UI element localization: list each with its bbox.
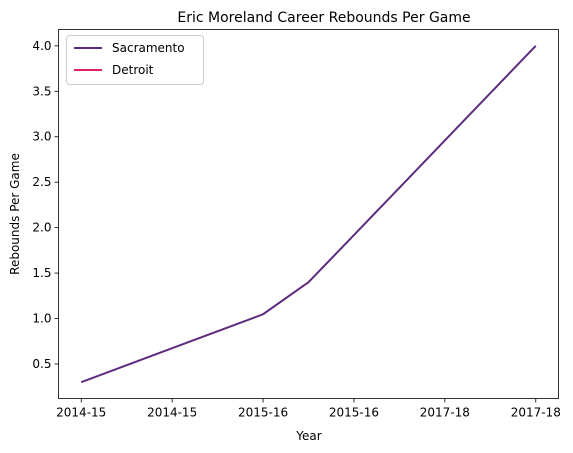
x-tick-label: 2014-15: [56, 406, 106, 420]
y-tick-label: 2.5: [32, 175, 51, 189]
x-tick-label: 2014-15: [147, 406, 197, 420]
legend: Sacramento Detroit: [66, 35, 204, 85]
x-axis-label: Year: [295, 429, 321, 443]
y-tick-label: 1.0: [32, 312, 51, 326]
y-tick-label: 3.5: [32, 84, 51, 98]
legend-item-sacramento: Sacramento: [74, 41, 185, 55]
plot-area: [58, 29, 559, 399]
chart-title: Eric Moreland Career Rebounds Per Game: [177, 10, 470, 26]
legend-label: Detroit: [112, 63, 154, 77]
series-layer: [80, 45, 537, 384]
y-tick-label: 3.0: [32, 130, 51, 144]
legend-label: Sacramento: [112, 41, 185, 55]
y-tick-label: 2.0: [32, 221, 51, 235]
legend-item-detroit: Detroit: [74, 63, 154, 77]
x-tick-label: 2017-18: [420, 406, 470, 420]
series-line-sacramento: [80, 45, 537, 384]
y-tick-label: 0.5: [32, 357, 51, 371]
x-tick-label: 2017-18: [511, 406, 561, 420]
x-tick-label: 2015-16: [238, 406, 288, 420]
y-tick-label: 1.5: [32, 266, 51, 280]
y-axis-label: Rebounds Per Game: [8, 153, 22, 275]
y-axis: 0.5 1.0 1.5 2.0 2.5 3.0 3.5 4.0: [32, 39, 59, 371]
x-axis: 2014-15 2014-15 2015-16 2015-16 2017-18 2017-…: [56, 398, 561, 420]
y-tick-label: 4.0: [32, 39, 51, 53]
x-tick-label: 2015-16: [329, 406, 379, 420]
plot-frame: [58, 29, 559, 399]
